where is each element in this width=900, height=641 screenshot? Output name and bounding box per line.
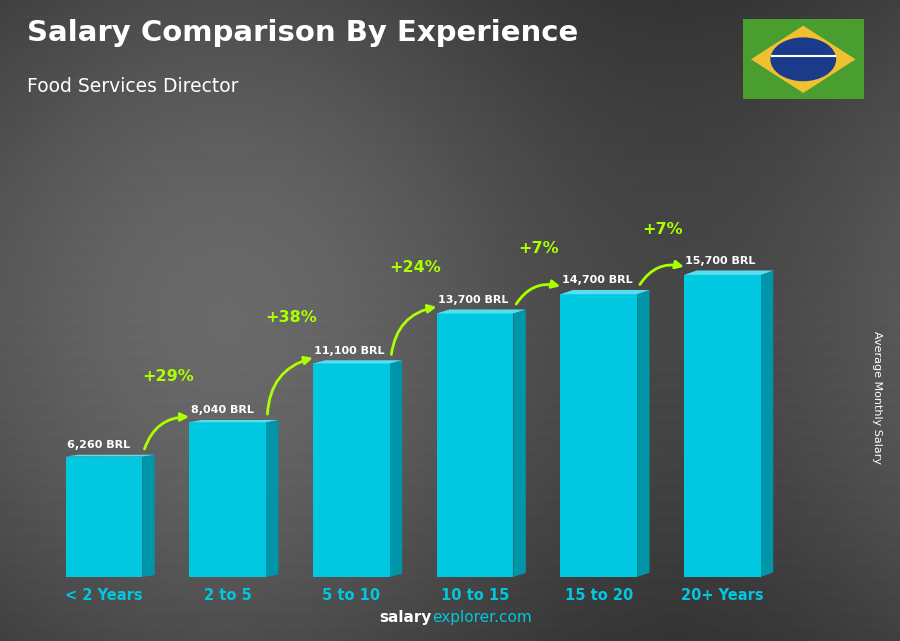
Polygon shape — [313, 360, 402, 363]
Bar — [436, 313, 514, 577]
Polygon shape — [189, 420, 278, 422]
Bar — [0, 433, 900, 449]
Text: 8,040 BRL: 8,040 BRL — [191, 405, 254, 415]
Text: +7%: +7% — [643, 222, 683, 237]
Bar — [0, 497, 900, 513]
Bar — [0, 128, 900, 144]
Polygon shape — [760, 271, 773, 577]
Bar — [0, 304, 900, 320]
Bar — [0, 337, 900, 353]
Bar — [66, 456, 142, 577]
Bar — [0, 224, 900, 240]
Bar — [0, 513, 900, 529]
Bar — [0, 0, 900, 16]
Bar — [313, 363, 390, 577]
Bar — [0, 144, 900, 160]
Text: 13,700 BRL: 13,700 BRL — [438, 295, 508, 305]
Bar — [0, 320, 900, 337]
Bar — [0, 32, 900, 48]
Polygon shape — [66, 454, 155, 456]
Polygon shape — [637, 290, 650, 577]
Bar — [0, 208, 900, 224]
Text: +7%: +7% — [518, 241, 559, 256]
Polygon shape — [561, 290, 650, 294]
Bar — [0, 288, 900, 304]
Text: +38%: +38% — [266, 310, 318, 325]
Bar — [0, 577, 900, 593]
Bar — [189, 422, 266, 577]
Bar — [0, 529, 900, 545]
Polygon shape — [514, 310, 526, 577]
Bar — [684, 275, 760, 577]
Bar — [0, 240, 900, 256]
Bar — [0, 160, 900, 176]
Polygon shape — [436, 310, 526, 313]
Bar — [0, 449, 900, 465]
Bar — [0, 369, 900, 385]
Bar — [0, 353, 900, 369]
Text: 11,100 BRL: 11,100 BRL — [314, 345, 385, 356]
Bar — [0, 593, 900, 609]
Text: 14,700 BRL: 14,700 BRL — [562, 276, 633, 285]
Polygon shape — [266, 420, 278, 577]
Bar — [0, 176, 900, 192]
Polygon shape — [142, 454, 155, 577]
Bar — [0, 609, 900, 625]
Polygon shape — [684, 271, 773, 275]
Text: Average Monthly Salary: Average Monthly Salary — [872, 331, 883, 464]
Circle shape — [771, 38, 835, 81]
Bar — [0, 272, 900, 288]
Bar — [0, 96, 900, 112]
Text: +29%: +29% — [142, 369, 194, 384]
Bar — [0, 401, 900, 417]
Polygon shape — [390, 360, 402, 577]
Bar — [0, 417, 900, 433]
Bar — [0, 192, 900, 208]
Text: 15,700 BRL: 15,700 BRL — [686, 256, 756, 266]
Bar — [0, 561, 900, 577]
Bar — [0, 256, 900, 272]
Text: salary: salary — [380, 610, 432, 625]
Bar — [561, 294, 637, 577]
Text: +24%: +24% — [390, 260, 441, 275]
Text: Food Services Director: Food Services Director — [27, 77, 238, 96]
Bar — [0, 465, 900, 481]
Bar — [0, 112, 900, 128]
Bar — [0, 64, 900, 80]
Bar — [0, 385, 900, 401]
Text: explorer.com: explorer.com — [432, 610, 532, 625]
Bar — [0, 80, 900, 96]
Text: Salary Comparison By Experience: Salary Comparison By Experience — [27, 19, 578, 47]
Bar — [0, 16, 900, 32]
Bar — [0, 625, 900, 641]
Text: 6,260 BRL: 6,260 BRL — [67, 440, 130, 450]
Bar — [0, 545, 900, 561]
Polygon shape — [751, 26, 856, 93]
Bar — [0, 48, 900, 64]
Bar — [0, 481, 900, 497]
